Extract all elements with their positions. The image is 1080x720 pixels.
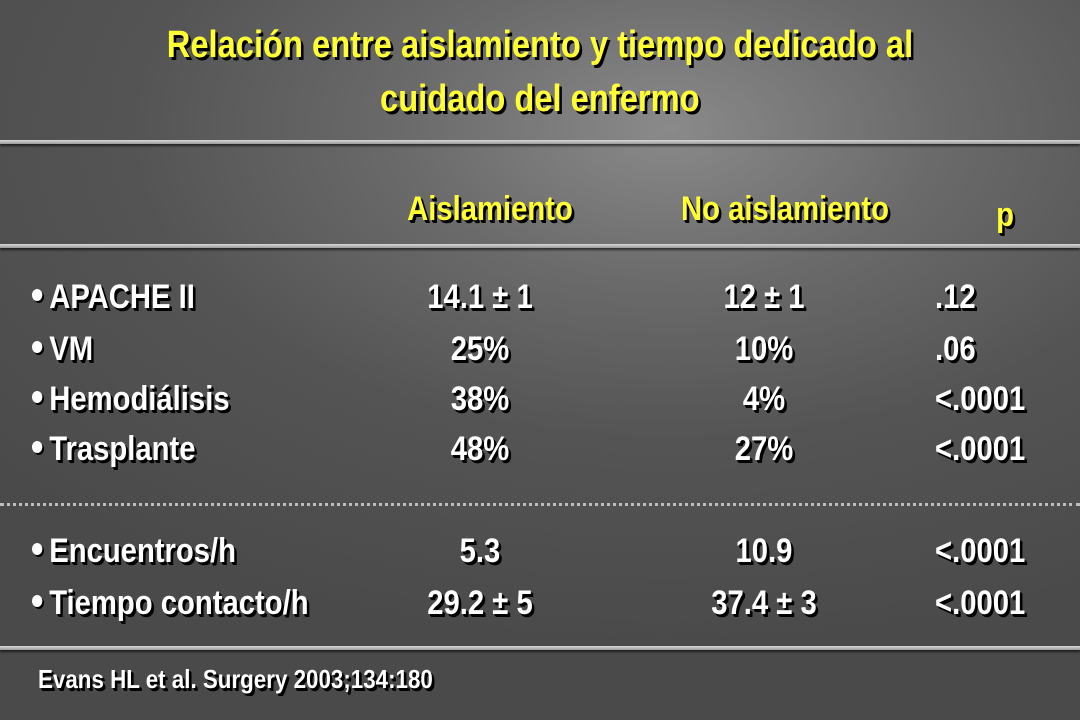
header-no-aislamiento: No aislamiento <box>681 190 889 228</box>
cell-p: .06 <box>935 330 976 368</box>
cell-p: <.0001 <box>935 430 1026 468</box>
cell-no-aislamiento: 4% <box>742 380 786 418</box>
cell-aislamiento: 38% <box>450 380 510 418</box>
cell-no-aislamiento: 10.9 <box>735 532 793 570</box>
header-aislamiento: Aislamiento <box>407 190 573 228</box>
row-label: APACHE II <box>32 278 195 317</box>
cell-p: <.0001 <box>935 380 1026 418</box>
bullet-icon <box>32 289 43 302</box>
cell-no-aislamiento: 27% <box>734 430 794 468</box>
row-label: VM <box>32 330 93 369</box>
cell-no-aislamiento: 12 ± 1 <box>723 278 805 316</box>
row-label: Hemodiálisis <box>32 380 230 419</box>
cell-p: <.0001 <box>935 584 1026 622</box>
footer-divider <box>0 646 1080 650</box>
cell-aislamiento: 5.3 <box>459 532 501 570</box>
header-divider <box>0 244 1080 248</box>
cell-aislamiento: 14.1 ± 1 <box>427 278 533 316</box>
bullet-icon <box>32 543 43 556</box>
slide-title-line2: cuidado del enfermo <box>380 78 700 120</box>
row-label: Tiempo contacto/h <box>32 584 309 623</box>
cell-aislamiento: 48% <box>450 430 510 468</box>
header-p: p <box>996 196 1014 234</box>
section-divider <box>0 503 1080 506</box>
cell-aislamiento: 25% <box>450 330 510 368</box>
cell-no-aislamiento: 10% <box>734 330 794 368</box>
row-label: Trasplante <box>32 430 195 469</box>
citation: Evans HL et al. Surgery 2003;134:180 <box>38 664 433 694</box>
cell-p: <.0001 <box>935 532 1026 570</box>
bullet-icon <box>32 441 43 454</box>
title-divider <box>0 140 1080 144</box>
cell-aislamiento: 29.2 ± 5 <box>427 584 533 622</box>
cell-no-aislamiento: 37.4 ± 3 <box>711 584 817 622</box>
bullet-icon <box>32 341 43 354</box>
bullet-icon <box>32 595 43 608</box>
slide-title-line1: Relación entre aislamiento y tiempo dedi… <box>166 24 914 66</box>
cell-p: .12 <box>935 278 976 316</box>
row-label: Encuentros/h <box>32 532 236 571</box>
bullet-icon <box>32 391 43 404</box>
